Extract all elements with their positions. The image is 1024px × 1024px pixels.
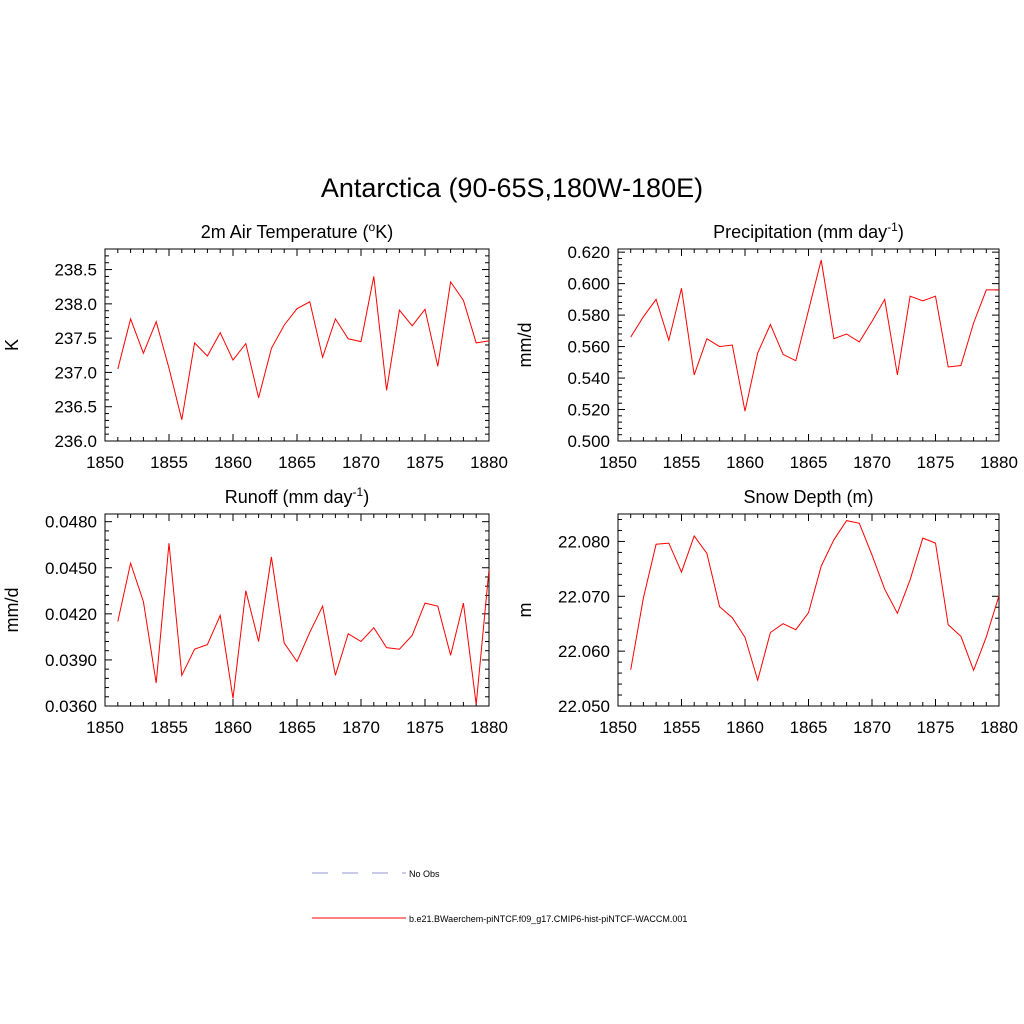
series-line — [117, 276, 489, 420]
x-tick-label: 1870 — [342, 453, 380, 472]
y-tick-label: 236.5 — [54, 398, 97, 417]
panel-title: Runoff (mm day-1) — [225, 485, 369, 507]
panel-title: Snow Depth (m) — [743, 487, 873, 507]
x-tick-label: 1850 — [86, 718, 124, 737]
y-tick-label: 0.580 — [567, 306, 610, 325]
y-tick-label: 22.070 — [558, 587, 610, 606]
legend-model-label: b.e21.BWaerchem-piNTCF.f09_g17.CMIP6-his… — [409, 914, 687, 924]
x-tick-label: 1855 — [663, 453, 701, 472]
y-tick-label: 22.050 — [558, 697, 610, 716]
y-axis-label: m — [515, 603, 535, 618]
y-tick-label: 237.5 — [54, 329, 97, 348]
x-tick-label: 1880 — [980, 718, 1018, 737]
x-tick-label: 1860 — [214, 453, 252, 472]
x-tick-label: 1880 — [980, 453, 1018, 472]
series-line — [630, 520, 999, 683]
x-tick-label: 1850 — [599, 718, 637, 737]
y-tick-label: 0.0420 — [45, 605, 97, 624]
x-tick-label: 1870 — [853, 718, 891, 737]
y-tick-label: 0.0360 — [45, 697, 97, 716]
y-tick-label: 0.0390 — [45, 651, 97, 670]
x-tick-label: 1875 — [917, 453, 955, 472]
x-tick-label: 1865 — [790, 453, 828, 472]
legend-obs-label: No Obs — [409, 869, 440, 879]
y-tick-label: 238.0 — [54, 295, 97, 314]
chart-panel-2: Precipitation (mm day-1) mm/d 1850 1855 1860… — [515, 220, 1018, 472]
y-tick-label: 22.060 — [558, 642, 610, 661]
x-tick-label: 1855 — [150, 453, 188, 472]
y-tick-label: 0.520 — [567, 401, 610, 420]
y-axis-label: mm/d — [515, 323, 535, 368]
y-tick-label: 0.600 — [567, 275, 610, 294]
y-axis-label: K — [2, 339, 22, 351]
x-tick-label: 1860 — [214, 718, 252, 737]
panel-title: 2m Air Temperature (oK) — [201, 220, 393, 242]
x-tick-label: 1870 — [853, 453, 891, 472]
x-tick-label: 1880 — [470, 453, 508, 472]
figure-title: Antarctica (90-65S,180W-180E) — [321, 173, 703, 203]
y-tick-label: 238.5 — [54, 261, 97, 280]
y-tick-label: 236.0 — [54, 432, 97, 451]
x-tick-label: 1875 — [406, 718, 444, 737]
series-line — [630, 259, 999, 412]
x-tick-label: 1875 — [406, 453, 444, 472]
y-tick-label: 0.500 — [567, 432, 610, 451]
chart-panel-4: Snow Depth (m) m 1850 1855 1860 1865 1870 1875 1… — [515, 487, 1018, 737]
x-tick-label: 1865 — [278, 453, 316, 472]
y-axis-label: mm/d — [2, 588, 22, 633]
x-tick-label: 1875 — [917, 718, 955, 737]
plot-frame — [617, 248, 1000, 442]
y-tick-label: 0.0480 — [45, 513, 97, 532]
x-tick-label: 1860 — [726, 718, 764, 737]
y-tick-label: 0.540 — [567, 369, 610, 388]
panels: 2m Air Temperature (oK) K 1850 1855 1860 1865… — [2, 220, 1018, 737]
x-tick-label: 1865 — [278, 718, 316, 737]
chart-panel-3: Runoff (mm day-1) mm/d 1850 1855 1860 1865 187… — [2, 485, 508, 737]
x-tick-label: 1850 — [86, 453, 124, 472]
legend: No Obs b.e21.BWaerchem-piNTCF.f09_g17.CM… — [312, 869, 687, 924]
x-tick-label: 1855 — [150, 718, 188, 737]
x-tick-label: 1870 — [342, 718, 380, 737]
series-line — [117, 543, 489, 705]
chart-panel-1: 2m Air Temperature (oK) K 1850 1855 1860 1865… — [2, 220, 508, 472]
panel-title: Precipitation (mm day-1) — [713, 220, 904, 242]
x-tick-label: 1865 — [790, 718, 828, 737]
x-tick-label: 1860 — [726, 453, 764, 472]
plot-frame — [617, 513, 1000, 707]
x-tick-label: 1880 — [470, 718, 508, 737]
y-tick-label: 0.620 — [567, 243, 610, 262]
y-tick-label: 22.080 — [558, 532, 610, 551]
y-tick-label: 0.0450 — [45, 559, 97, 578]
x-tick-label: 1855 — [663, 718, 701, 737]
x-tick-label: 1850 — [599, 453, 637, 472]
y-tick-label: 237.0 — [54, 363, 97, 382]
y-tick-label: 0.560 — [567, 338, 610, 357]
